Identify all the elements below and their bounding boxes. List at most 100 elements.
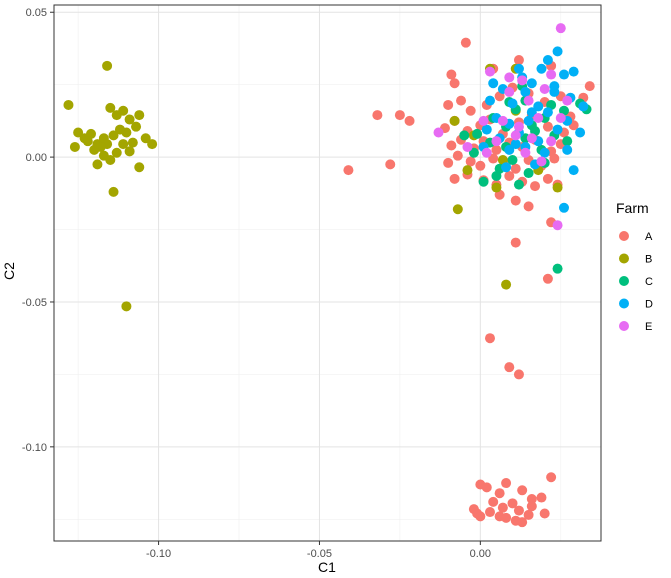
data-point [523, 168, 534, 179]
data-point [462, 165, 473, 176]
data-point [562, 144, 573, 155]
data-point [568, 165, 579, 176]
data-point [517, 75, 528, 86]
data-point [443, 157, 454, 168]
legend-key-d [619, 298, 629, 309]
data-point [497, 115, 508, 126]
data-point [542, 173, 553, 184]
data-point [460, 37, 471, 48]
data-point [552, 182, 563, 193]
x-axis-title: C1 [318, 559, 336, 575]
y-tick-label: -0.10 [22, 442, 47, 454]
data-point [578, 101, 589, 112]
data-point [558, 202, 569, 213]
data-point [481, 147, 492, 158]
data-point [546, 472, 557, 483]
data-point [484, 66, 495, 77]
data-point [549, 86, 560, 97]
data-point [114, 124, 125, 135]
data-point [523, 201, 534, 212]
legend-label-b: B [645, 254, 652, 266]
data-point [523, 509, 534, 520]
data-point [491, 182, 502, 193]
data-point [459, 130, 470, 141]
data-point [452, 204, 463, 215]
data-point [118, 105, 129, 116]
data-point [501, 512, 512, 523]
data-point [546, 69, 557, 80]
data-point [513, 55, 524, 66]
data-point [484, 333, 495, 344]
data-point [542, 107, 553, 118]
data-point [394, 110, 405, 121]
data-point [507, 155, 518, 166]
data-point [475, 511, 486, 522]
data-point [539, 508, 550, 519]
data-point [501, 162, 512, 173]
data-point [111, 147, 122, 158]
data-point [510, 195, 521, 206]
data-point [504, 72, 515, 83]
data-point [372, 110, 383, 121]
data-point [530, 181, 541, 192]
data-point [102, 60, 113, 71]
data-point [433, 127, 444, 138]
data-point [484, 507, 495, 518]
data-point [513, 63, 524, 74]
data-point [343, 165, 354, 176]
data-point [73, 127, 84, 138]
data-point [526, 107, 537, 118]
data-point [555, 23, 566, 34]
data-point [134, 162, 145, 173]
data-point [491, 136, 502, 147]
data-point [526, 78, 537, 89]
data-point [536, 492, 547, 503]
y-tick-label: 0.00 [26, 152, 47, 164]
data-point [108, 130, 119, 141]
data-point [140, 133, 151, 144]
data-point [542, 55, 553, 66]
data-point [124, 114, 135, 125]
data-point [449, 173, 460, 184]
data-point [465, 105, 476, 116]
data-point [385, 159, 396, 170]
data-point [510, 130, 521, 141]
legend-title: Farm [616, 200, 649, 216]
data-point [488, 496, 499, 507]
legend-key-e [619, 321, 629, 331]
series-e [433, 23, 573, 231]
data-point [468, 147, 479, 158]
data-point [497, 502, 508, 513]
y-axis-ticks: -0.10 -0.05 0.00 0.05 [22, 7, 54, 454]
data-point [481, 124, 492, 135]
data-point [558, 69, 569, 80]
data-point [568, 66, 579, 77]
data-point [513, 369, 524, 380]
data-point [539, 84, 550, 95]
major-gridlines [54, 5, 601, 541]
plot-panel [53, 4, 602, 542]
data-point [443, 99, 454, 110]
legend-key-c [619, 276, 629, 286]
data-point [446, 69, 457, 80]
data-point [584, 81, 595, 92]
data-point [513, 505, 524, 516]
data-point [526, 133, 537, 144]
data-point [504, 170, 515, 181]
legend-label-c: C [645, 276, 653, 288]
data-point [510, 139, 521, 150]
data-point [555, 112, 566, 123]
data-point [542, 273, 553, 284]
data-point [121, 301, 132, 312]
series-d [478, 46, 589, 213]
data-point [536, 63, 547, 74]
data-point [549, 153, 560, 164]
data-point [539, 147, 550, 158]
data-point [118, 139, 129, 150]
data-point [105, 155, 116, 166]
data-point [507, 498, 518, 509]
panel-border [53, 4, 602, 542]
data-point [504, 362, 515, 373]
